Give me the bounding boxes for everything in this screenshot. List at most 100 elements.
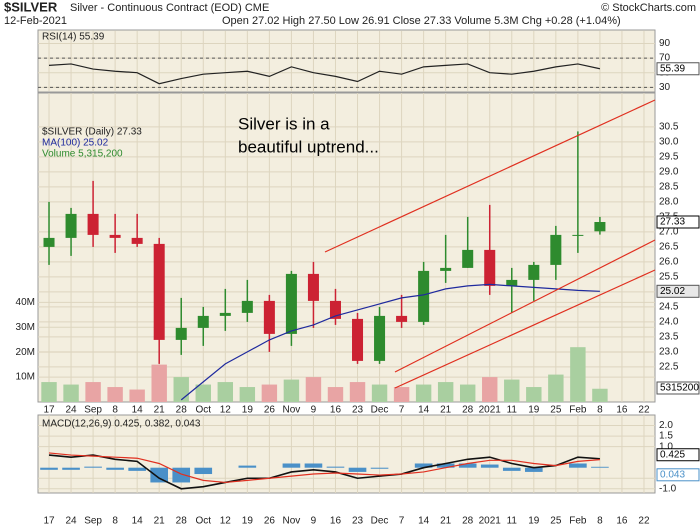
x-tick-label: 22 [638, 516, 650, 527]
y-tick-label: 22.5 [659, 362, 679, 373]
y-tick-label: 24.5 [659, 302, 679, 313]
x-tick-label: Oct [195, 405, 211, 416]
volume-bar [173, 377, 189, 402]
volume-bar [459, 384, 476, 402]
x-tick-label: Sep [84, 405, 102, 416]
macd-line [48, 454, 600, 490]
x-tick-label: 21 [440, 405, 452, 416]
candle-body [594, 222, 606, 232]
trend-line [324, 99, 656, 253]
histogram-bar [436, 463, 455, 468]
volume-bar [415, 384, 432, 402]
annotation: beautiful uptrend... [238, 137, 379, 156]
y-tick-label: 26.5 [659, 242, 679, 253]
x-tick-label: Feb [569, 516, 587, 527]
x-tick-label: 26 [264, 516, 276, 527]
y-tick-label: 20M [16, 347, 35, 358]
x-tick-label: 8 [597, 516, 603, 527]
x-tick-label: 28 [462, 405, 474, 416]
y-tick-label: -1.0 [659, 483, 677, 494]
x-tick-label: 16 [330, 405, 342, 416]
value-box [656, 215, 700, 229]
y-tick-label: 2.0 [659, 420, 673, 431]
volume-bar [526, 387, 542, 402]
y-tick-label: 40M [16, 297, 35, 308]
candle-body [550, 234, 562, 265]
x-tick-label: 9 [311, 405, 317, 416]
candle-body [87, 213, 99, 235]
x-tick-label: 7 [399, 516, 405, 527]
histogram-bar [128, 467, 146, 471]
quote: Open 27.02 High 27.50 Low 26.91 Close 27… [222, 15, 621, 27]
x-tick-label: Dec [371, 516, 389, 527]
volume-bar [437, 382, 454, 402]
volume-bar [151, 364, 167, 402]
x-tick-label: 23 [352, 516, 364, 527]
value-label: 0.043 [660, 469, 685, 480]
x-tick-label: 11 [507, 516, 518, 527]
y-tick-label: 1.0 [659, 441, 673, 452]
y-tick-label: 25.5 [659, 272, 679, 283]
candle-body [241, 300, 253, 313]
histogram-bar [282, 463, 301, 468]
histogram-bar [106, 467, 124, 470]
value-label: 55.39 [660, 63, 685, 74]
candle-body [263, 300, 275, 334]
histogram-bar [414, 463, 433, 468]
y-tick-label: 70 [659, 53, 671, 64]
x-tick-label: 16 [330, 516, 342, 527]
volume-bar [570, 347, 586, 402]
volume-bar [195, 384, 211, 402]
candle-body [396, 315, 408, 322]
x-tick-label: 19 [528, 516, 540, 527]
x-tick-label: 14 [418, 405, 430, 416]
volume-bar [327, 387, 344, 402]
x-tick-label: 12 [220, 516, 232, 527]
x-tick-label: 23 [352, 405, 364, 416]
volume-bar [283, 379, 300, 402]
volume-bar [261, 384, 278, 402]
histogram-bar [348, 467, 367, 472]
value-label: 5315200 [660, 383, 699, 394]
y-tick-label: 30M [16, 322, 35, 333]
histogram-bar [370, 467, 389, 469]
x-tick-label: 16 [616, 516, 628, 527]
candle-body [352, 318, 364, 361]
value-box [656, 62, 700, 76]
x-tick-label: 25 [550, 405, 562, 416]
annotation: Silver is in a [238, 114, 330, 133]
source: © StockCharts.com [601, 2, 696, 14]
value-box [656, 284, 700, 298]
histogram-bar [62, 467, 80, 470]
volume-bar [504, 379, 520, 402]
x-tick-label: 22 [638, 405, 650, 416]
x-tick-label: 25 [550, 516, 562, 527]
histogram-bar [480, 464, 499, 468]
x-tick-label: Feb [569, 405, 587, 416]
value-box [656, 381, 700, 395]
histogram-bar [569, 463, 587, 468]
volume-bar [217, 382, 234, 402]
symbol: $SILVER [4, 0, 58, 14]
trend-line [394, 269, 656, 389]
x-tick-label: 17 [43, 405, 55, 416]
histogram-bar [238, 465, 257, 468]
candle-body [175, 327, 187, 340]
histogram-bar [150, 467, 169, 483]
y-tick-label: 90 [659, 38, 671, 49]
candle-body [153, 243, 165, 340]
value-label: 0.425 [660, 449, 685, 460]
legend-entry: $SILVER (Daily) 27.33 [42, 127, 142, 138]
candle-body [109, 234, 121, 238]
volume-bar [592, 388, 608, 402]
candle-body [572, 234, 584, 236]
y-tick-label: 27.0 [659, 227, 679, 238]
volume-bar [482, 377, 498, 402]
candle-body [197, 315, 209, 328]
date: 12-Feb-2021 [4, 15, 67, 27]
x-tick-label: Oct [195, 516, 211, 527]
instrument-name: Silver - Continuous Contract (EOD) CME [70, 2, 269, 14]
x-tick-label: 11 [507, 405, 518, 416]
legend-entry: MA(100) 25.02 [42, 138, 109, 149]
